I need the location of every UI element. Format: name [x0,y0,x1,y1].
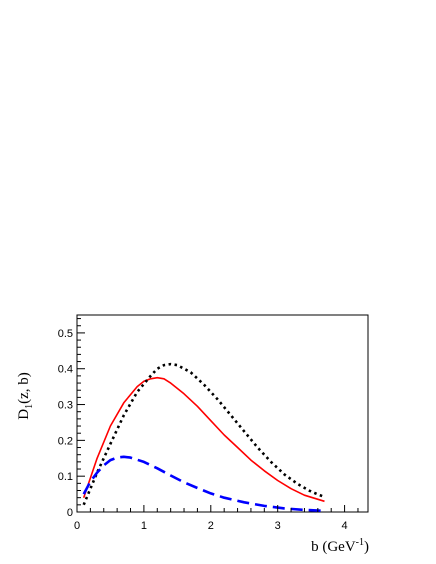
x-tick-label: 1 [141,520,147,532]
y-axis-ticks: 0 0.1 0.2 0.3 0.4 0.5 [58,318,85,519]
x-tick-label: 2 [208,520,214,532]
x-axis-title-close: ) [364,539,369,555]
series-line-dashed [82,455,325,513]
series-layer [82,362,325,513]
y-tick-label: 0.1 [58,471,73,483]
y-axis-title: D1(z, b) [16,372,35,420]
x-tick-label: 4 [342,520,348,532]
y-axis-title-main: D [16,409,32,420]
x-axis-ticks: 0 1 2 3 4 [74,505,359,532]
y-axis-title-rest: (z, b) [16,372,32,404]
plot-frame [76,314,369,513]
x-axis-title: b (GeV-1) [311,537,369,555]
y-tick-label: 0.4 [58,364,73,376]
y-axis-title-sub: 1 [24,404,35,409]
y-tick-label: 0.3 [58,400,73,412]
x-tick-label: 0 [74,520,80,532]
series-line-dotted [82,362,325,506]
x-axis-title-main: b (GeV [311,539,356,555]
y-tick-label: 0.5 [58,328,73,340]
y-tick-label: 0 [67,507,73,519]
series-line-solid [82,376,325,503]
y-tick-label: 0.2 [58,435,73,447]
x-tick-label: 3 [275,520,281,532]
x-axis-title-sup: -1 [356,537,364,548]
